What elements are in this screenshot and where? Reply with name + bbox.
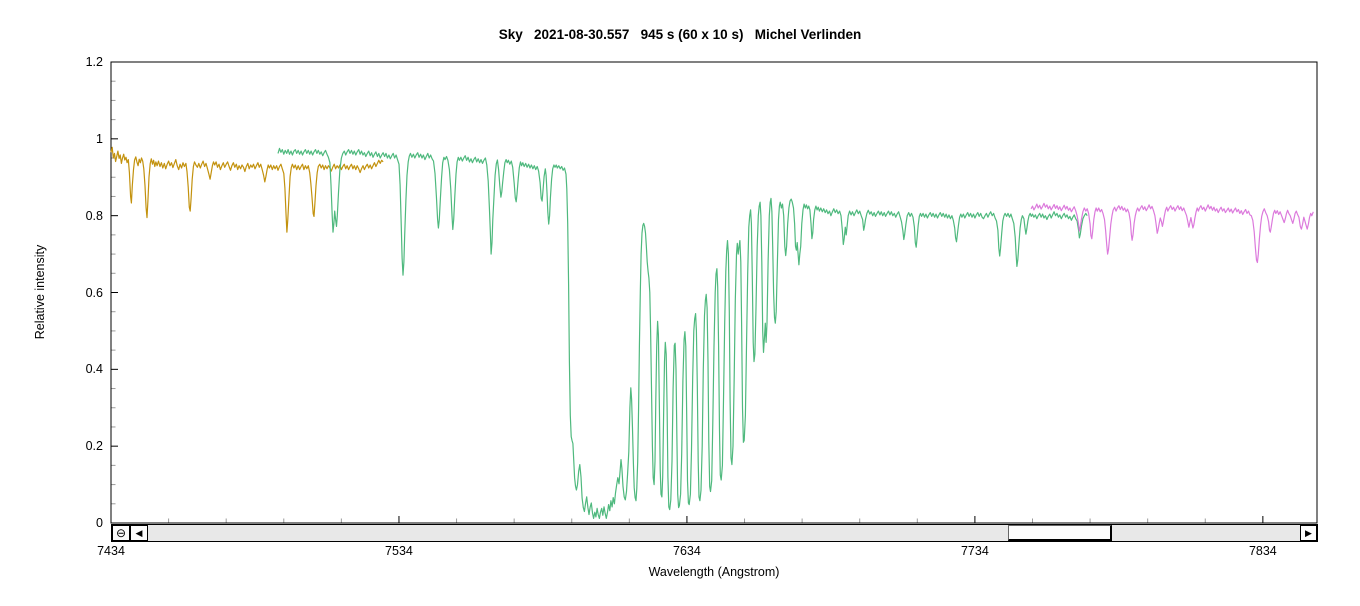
x-tick-label: 7534: [385, 544, 413, 558]
zoom-out-icon: ⊖: [115, 526, 127, 540]
y-tick-label: 1.2: [85, 55, 103, 69]
horizontal-scrollbar[interactable]: ⊖ ◀ ▶: [111, 524, 1318, 542]
scroll-right-button[interactable]: ▶: [1300, 525, 1317, 541]
x-axis-title: Wavelength (Angstrom): [648, 565, 780, 579]
y-tick-label: 0.4: [85, 362, 103, 377]
left-arrow-icon: ◀: [135, 528, 143, 538]
x-tick-label: 7434: [97, 544, 125, 558]
scrollbar-thumb[interactable]: [1008, 525, 1112, 541]
x-tick-label: 7734: [960, 544, 989, 558]
y-axis-title: Relative intensity: [33, 244, 47, 340]
plot-frame: [110, 61, 1318, 524]
zoom-out-button[interactable]: ⊖: [112, 525, 130, 541]
spectrum-segment-pink: [1030, 202, 1314, 264]
scroll-left-button[interactable]: ◀: [130, 525, 148, 541]
right-arrow-icon: ▶: [1305, 528, 1312, 538]
y-tick-label: 0: [96, 516, 103, 530]
y-tick-label: 0.8: [85, 208, 103, 223]
spectrum-segment-green: [277, 147, 1088, 520]
spectrum-segment-orange: [110, 146, 384, 233]
x-tick-label: 7834: [1248, 544, 1277, 558]
y-tick-label: 0.6: [85, 285, 103, 300]
y-tick-label: 1: [96, 131, 103, 146]
x-tick-label: 7634: [673, 544, 701, 558]
chart-title: Sky 2021-08-30.557 945 s (60 x 10 s) Mic…: [498, 27, 862, 42]
y-tick-label: 0.2: [85, 439, 103, 454]
